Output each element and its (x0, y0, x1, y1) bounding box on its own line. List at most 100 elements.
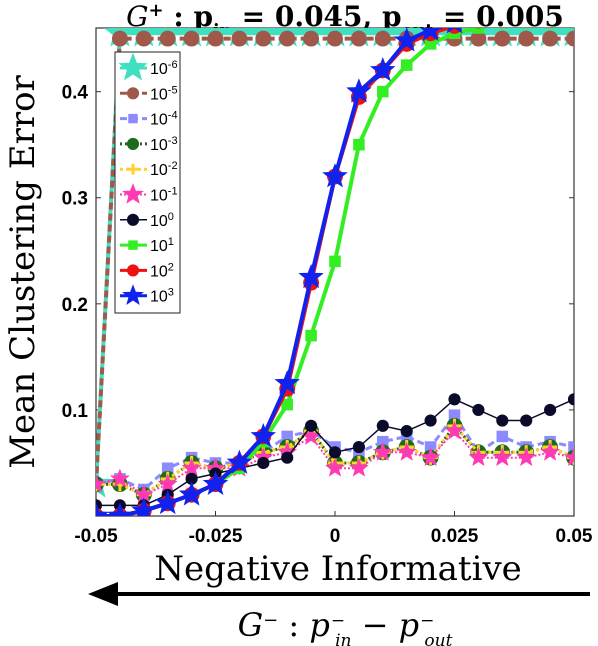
data-point (353, 138, 365, 151)
data-point (492, 447, 513, 467)
data-point (568, 441, 574, 453)
data-point (372, 441, 393, 461)
data-point (566, 30, 574, 47)
data-point (231, 30, 248, 47)
data-point (520, 414, 533, 427)
data-point (376, 419, 389, 432)
data-point (181, 457, 202, 477)
y-tick-label: 0.4 (62, 83, 89, 104)
data-point (396, 441, 417, 461)
data-point (207, 30, 224, 47)
axis-ticks: -0.05 -0.025 0 0.025 0.05 0.1 0.2 0.3 0.4 (62, 28, 593, 547)
data-point (183, 30, 200, 47)
legend-entry: 102 (120, 261, 174, 280)
data-point (568, 28, 574, 29)
data-point (250, 422, 277, 448)
data-point (472, 28, 485, 34)
legend-label: 10-6 (150, 59, 178, 78)
y-axis-label: Mean Clustering Error (3, 74, 43, 468)
data-point (157, 473, 178, 493)
series-layer (96, 12, 582, 516)
data-point (298, 263, 324, 289)
data-point (567, 12, 582, 27)
data-point (348, 457, 369, 477)
data-point (281, 451, 294, 464)
legend-entry: 10-2 (120, 160, 178, 179)
data-point (178, 481, 205, 506)
data-point (472, 403, 485, 416)
data-point (448, 409, 461, 421)
y-tick-label: 0.1 (62, 401, 89, 422)
data-point (226, 449, 253, 474)
data-point (400, 425, 413, 438)
legend-marker (122, 284, 144, 305)
y-tick-label: 0.3 (62, 189, 88, 210)
y-tick-label: 0.2 (62, 295, 88, 316)
data-point (446, 28, 463, 34)
data-point (274, 369, 300, 395)
data-point (131, 497, 157, 516)
data-point (444, 420, 465, 440)
data-point (564, 447, 574, 467)
data-point (518, 30, 535, 47)
data-point (496, 430, 509, 443)
data-point (400, 59, 413, 71)
data-point (329, 255, 341, 268)
legend-marker (122, 183, 144, 204)
legend-label: 101 (150, 236, 174, 255)
data-point (202, 470, 229, 496)
legend-marker (128, 240, 138, 250)
data-point (544, 28, 556, 29)
legend-marker (118, 52, 148, 81)
legend-label: 10-5 (150, 84, 178, 103)
series-line (96, 430, 574, 496)
data-point (111, 30, 128, 47)
data-point (566, 28, 567, 29)
x-axis-label: Negative Informative (154, 549, 522, 589)
data-point (327, 30, 343, 47)
data-point (516, 447, 537, 467)
data-point (567, 393, 574, 406)
data-point (109, 468, 130, 488)
legend-label: 10-1 (150, 186, 178, 205)
data-point (161, 462, 174, 475)
legend-box (114, 51, 181, 314)
x-tick-label: 0 (330, 526, 341, 547)
data-point (154, 489, 181, 515)
data-point (328, 446, 342, 459)
data-point (281, 398, 293, 411)
data-point (96, 473, 106, 493)
data-point (377, 85, 389, 98)
left-arrow-icon (88, 582, 590, 606)
legend-entry: 101 (120, 236, 174, 255)
data-point (424, 414, 437, 427)
legend-entry: 100 (120, 211, 174, 230)
data-point (424, 38, 437, 50)
data-point (350, 30, 367, 47)
data-point (377, 435, 389, 448)
legend-entry: 103 (120, 284, 174, 306)
data-point (468, 447, 489, 467)
data-point (542, 30, 559, 47)
legend-label: 103 (150, 287, 174, 306)
data-point (107, 502, 133, 516)
data-point (544, 403, 557, 416)
data-point (494, 30, 511, 47)
data-point (305, 419, 318, 432)
data-point (420, 28, 441, 41)
legend-marker (126, 213, 140, 226)
data-point (424, 441, 437, 453)
legend-marker (126, 137, 140, 150)
data-point (448, 393, 461, 406)
data-point (352, 440, 365, 454)
legend-label: 100 (150, 211, 174, 230)
data-point (325, 457, 345, 477)
data-point (496, 414, 509, 427)
legend-label: 10-4 (150, 110, 178, 129)
data-point (420, 447, 441, 467)
data-point (520, 28, 532, 29)
data-point (496, 28, 509, 29)
legend-marker (127, 163, 139, 175)
legend-label: 102 (150, 261, 174, 280)
legend-marker (126, 87, 140, 100)
